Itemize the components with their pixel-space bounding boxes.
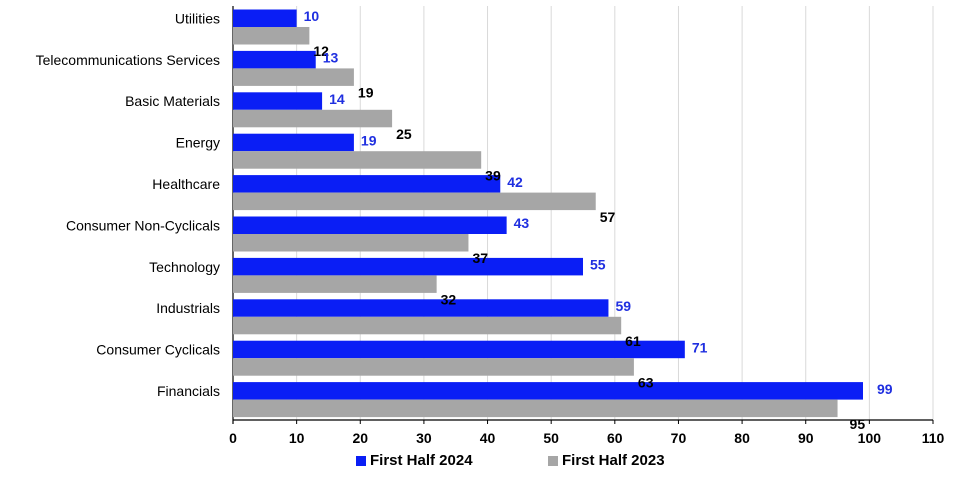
data-label: 61 bbox=[625, 333, 641, 349]
x-tick-label: 10 bbox=[289, 430, 305, 446]
category-labels: Utilities Telecommunications Services Basi… bbox=[36, 10, 221, 399]
category-label: Telecommunications Services bbox=[36, 52, 220, 68]
bar-first-half-2023 bbox=[233, 68, 354, 86]
category-label: Healthcare bbox=[152, 176, 220, 192]
category-label: Consumer Cyclicals bbox=[96, 342, 220, 358]
x-tick-label: 110 bbox=[922, 430, 945, 446]
data-label: 99 bbox=[877, 381, 893, 397]
data-label: 57 bbox=[600, 209, 616, 225]
bar-first-half-2023 bbox=[233, 109, 393, 128]
bar-first-half-2023 bbox=[233, 27, 310, 45]
data-label: 55 bbox=[590, 257, 606, 273]
data-label: 14 bbox=[329, 91, 345, 107]
data-label: 63 bbox=[638, 374, 654, 390]
x-tick-label: 100 bbox=[858, 430, 882, 446]
data-label: 37 bbox=[472, 250, 488, 266]
bar-first-half-2024 bbox=[233, 299, 609, 317]
legend-swatch bbox=[356, 456, 366, 466]
bar-first-half-2023 bbox=[233, 151, 482, 169]
bar-first-half-2024 bbox=[233, 175, 501, 193]
x-tick-label: 40 bbox=[480, 430, 496, 446]
data-label: 19 bbox=[358, 85, 374, 101]
category-label: Utilities bbox=[175, 10, 220, 26]
data-label: 39 bbox=[485, 167, 501, 183]
bar-first-half-2023 bbox=[233, 399, 838, 418]
bar-first-half-2023 bbox=[233, 358, 634, 376]
bar-first-half-2023 bbox=[233, 192, 596, 211]
data-label: 59 bbox=[615, 298, 631, 314]
x-tick-labels: 0 10 20 30 40 50 60 70 80 90 100 110 bbox=[229, 430, 944, 446]
data-label: 13 bbox=[323, 50, 339, 66]
data-label: 19 bbox=[361, 132, 377, 148]
data-label: 25 bbox=[396, 126, 412, 142]
data-label: 12 bbox=[313, 43, 329, 59]
bar-first-half-2023 bbox=[233, 275, 437, 293]
x-tick-label: 60 bbox=[607, 430, 623, 446]
bar-first-half-2024 bbox=[233, 216, 507, 234]
category-label: Financials bbox=[157, 383, 220, 399]
category-label: Basic Materials bbox=[125, 93, 220, 109]
x-tick-label: 50 bbox=[543, 430, 559, 446]
bar-first-half-2024 bbox=[233, 257, 583, 276]
bar-first-half-2024 bbox=[233, 133, 354, 152]
legend-swatch bbox=[548, 456, 558, 466]
bar-first-half-2023 bbox=[233, 316, 622, 335]
data-label: 42 bbox=[507, 174, 523, 190]
category-label: Technology bbox=[149, 259, 220, 275]
legend-label: First Half 2023 bbox=[562, 452, 665, 469]
x-tick-label: 30 bbox=[416, 430, 432, 446]
x-tick-label: 80 bbox=[734, 430, 750, 446]
legend-label: First Half 2024 bbox=[370, 452, 473, 469]
bar-first-half-2024 bbox=[233, 9, 297, 27]
category-label: Consumer Non-Cyclicals bbox=[66, 217, 220, 233]
x-tick-label: 90 bbox=[798, 430, 814, 446]
bar-first-half-2024 bbox=[233, 382, 863, 400]
bar-first-half-2024 bbox=[233, 92, 323, 110]
category-label: Energy bbox=[176, 135, 220, 151]
data-label: 43 bbox=[514, 215, 530, 231]
data-label: 32 bbox=[441, 292, 457, 308]
x-tick-label: 70 bbox=[671, 430, 687, 446]
bar-first-half-2023 bbox=[233, 234, 469, 252]
legend: First Half 2024 First Half 2023 bbox=[356, 452, 665, 469]
bars bbox=[233, 9, 863, 418]
bar-first-half-2024 bbox=[233, 50, 316, 69]
x-tick-label: 20 bbox=[352, 430, 368, 446]
data-label: 10 bbox=[304, 8, 320, 24]
category-label: Industrials bbox=[156, 300, 220, 316]
bar-first-half-2024 bbox=[233, 340, 685, 359]
x-tick-label: 0 bbox=[229, 430, 237, 446]
data-label: 95 bbox=[850, 416, 866, 432]
data-label: 71 bbox=[692, 339, 708, 355]
